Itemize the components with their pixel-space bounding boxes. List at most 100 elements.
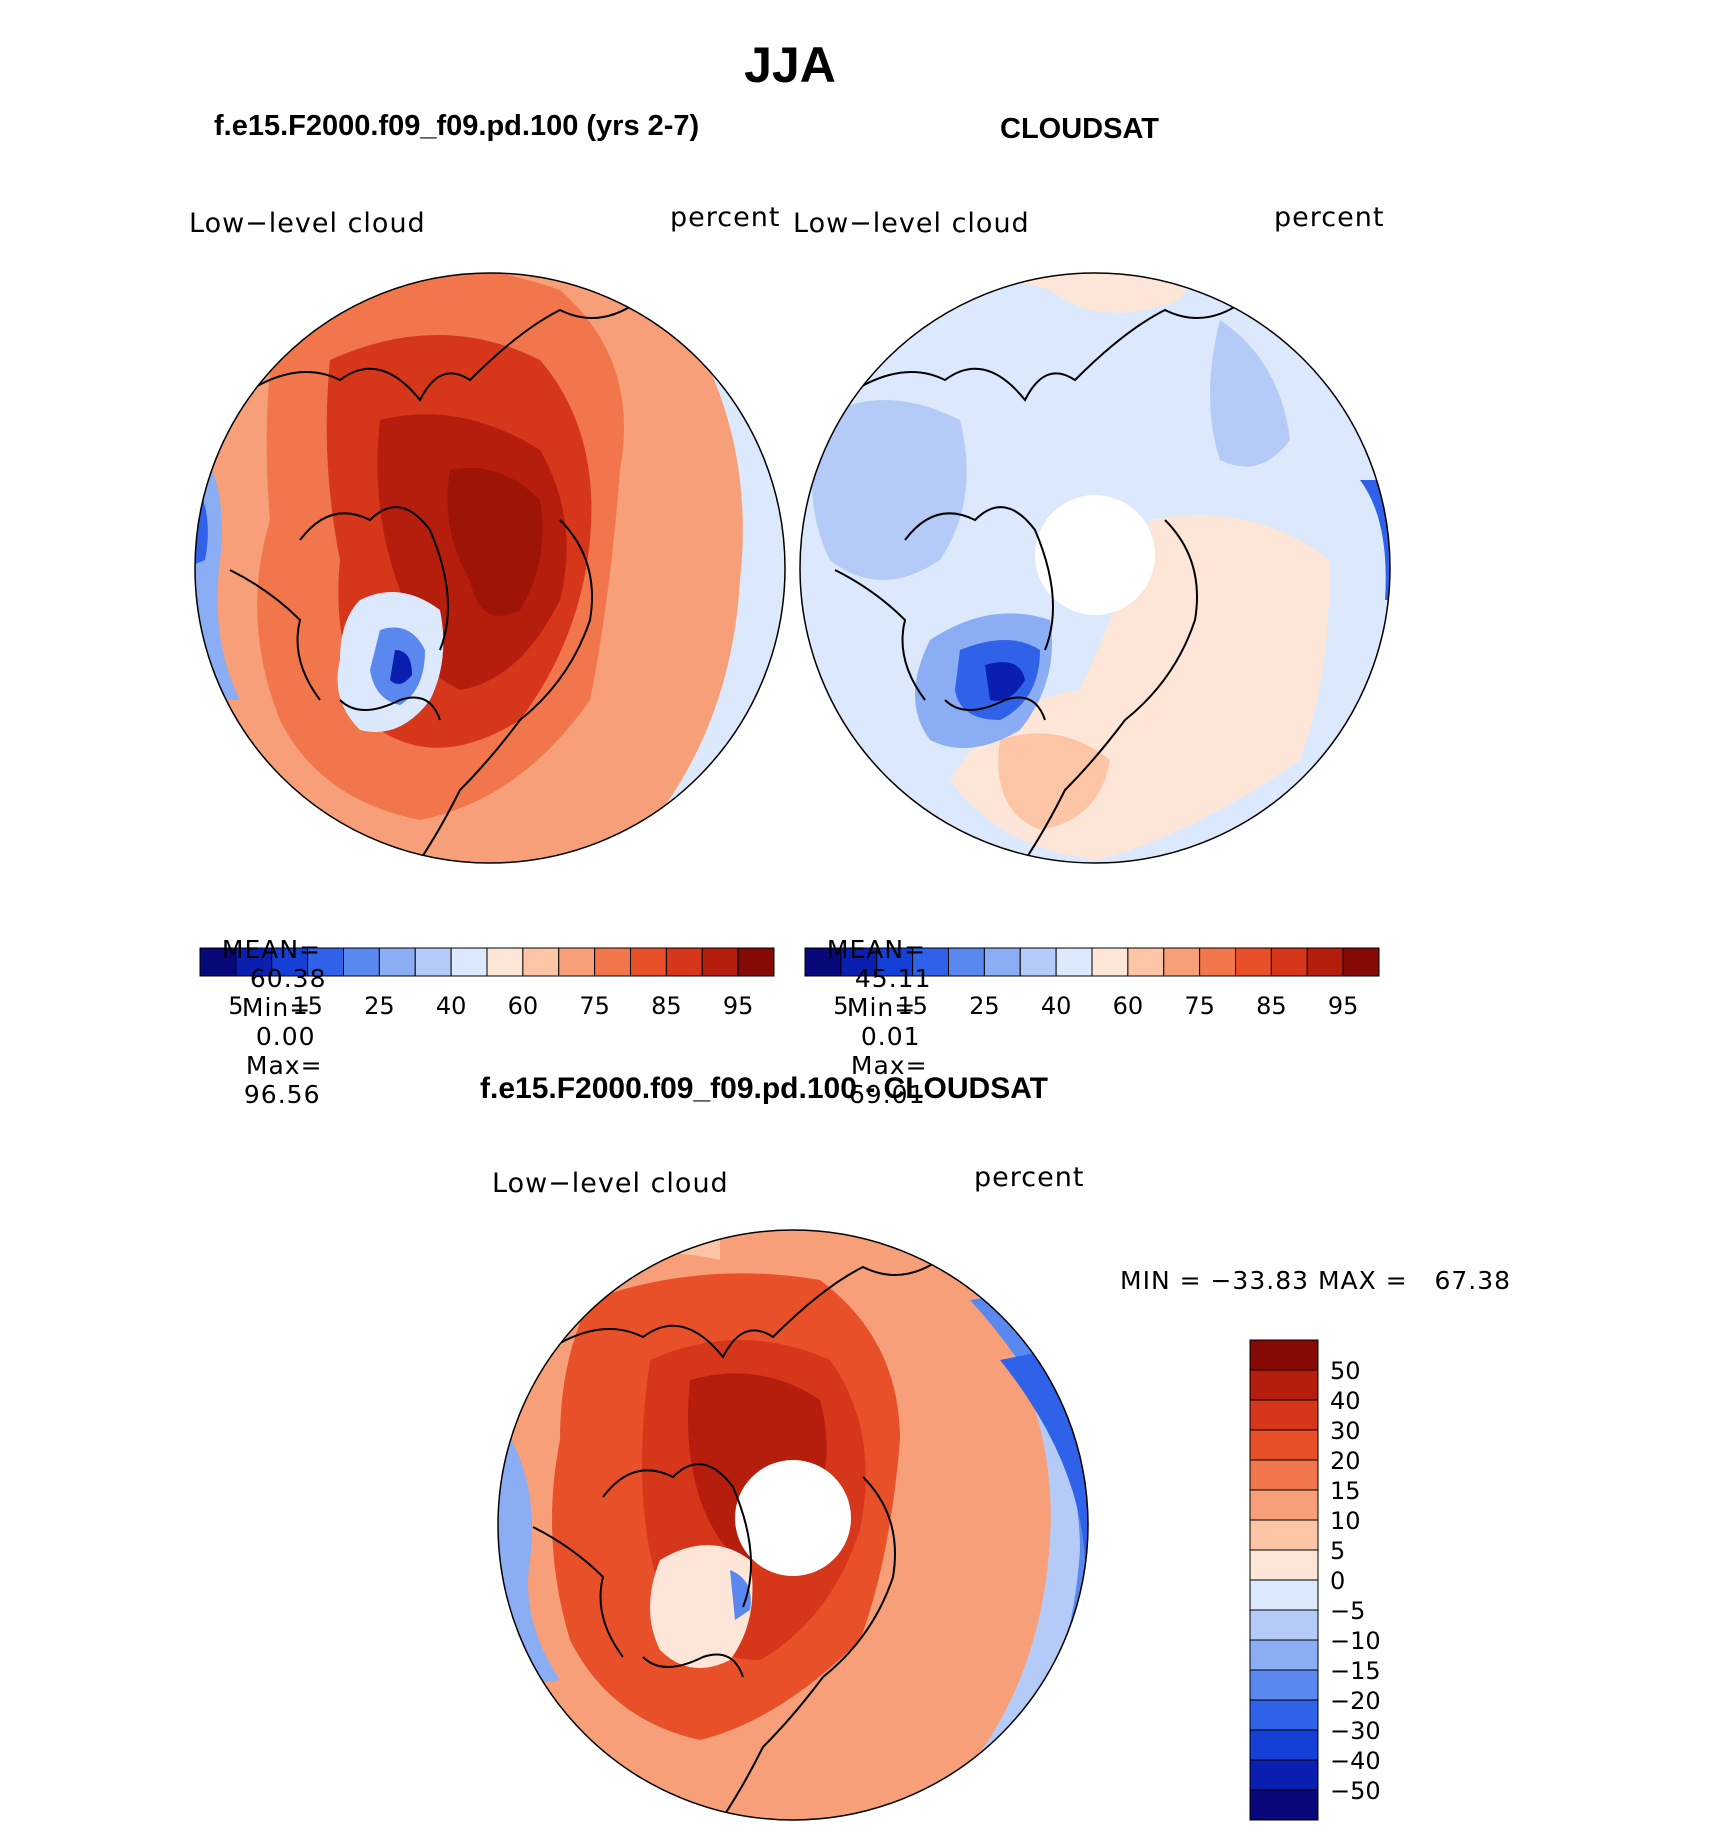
colorbar-tick-label: 20 bbox=[1330, 1447, 1361, 1475]
stats-obs: MEAN= 45.11 Min= 0.01 Max= 69.01 bbox=[809, 906, 931, 1109]
coastlines-obs bbox=[834, 299, 1246, 861]
colorbar-tick-label: 40 bbox=[1041, 992, 1072, 1020]
colorbar-swatch bbox=[1249, 1489, 1319, 1521]
colorbar-swatch bbox=[235, 947, 273, 977]
stats-mean-label: MEAN= bbox=[221, 935, 322, 964]
colorbar-tick-label: 60 bbox=[1113, 992, 1144, 1020]
polar-map-obs bbox=[800, 273, 1390, 863]
panel-left-label-model: Low−level cloud bbox=[189, 208, 426, 239]
colorbar-swatch bbox=[1306, 947, 1344, 977]
colorbar-swatch bbox=[271, 947, 309, 977]
stats-max-label: Max= bbox=[850, 1051, 928, 1080]
colorbar-tick-label: −50 bbox=[1330, 1777, 1381, 1805]
colorbar-swatch bbox=[1249, 1789, 1319, 1821]
stats-model: MEAN= 60.38 Min= 0.00 Max= 96.56 bbox=[204, 906, 326, 1109]
colorbar-swatch bbox=[1163, 947, 1201, 977]
colorbar-tick-label: −5 bbox=[1330, 1597, 1365, 1625]
colorbar-tick-label: 10 bbox=[1330, 1507, 1361, 1535]
colorbar-swatch bbox=[1055, 947, 1093, 977]
colorbar-tick-label: 15 bbox=[897, 992, 928, 1020]
colorbar-swatch bbox=[1249, 1759, 1319, 1791]
panel-right-label-model: percent bbox=[670, 202, 781, 233]
colorbar-swatch bbox=[948, 947, 985, 977]
colorbar-swatch bbox=[594, 947, 631, 977]
figure-title: JJA bbox=[744, 37, 836, 93]
colorbar-tick-label: 85 bbox=[651, 992, 682, 1020]
polar-map-difference bbox=[498, 1230, 1088, 1820]
colorbar-tick-label: 25 bbox=[969, 992, 1000, 1020]
difference-left-label: Low−level cloud bbox=[492, 1168, 729, 1199]
colorbar-swatch bbox=[486, 947, 524, 977]
colorbar-swatch bbox=[912, 947, 949, 977]
colorbar-swatch bbox=[804, 947, 842, 977]
colorbar-swatch bbox=[1199, 947, 1236, 977]
colorbar-swatch bbox=[1127, 947, 1165, 977]
colorbar-swatch bbox=[1249, 1579, 1319, 1611]
panel-right-label-obs: percent bbox=[1274, 202, 1385, 233]
colorbar-swatch bbox=[1249, 1459, 1319, 1491]
colorbar-swatch bbox=[840, 947, 878, 977]
colorbar-tick-label: 95 bbox=[723, 992, 754, 1020]
colorbar-swatch bbox=[1249, 1399, 1319, 1431]
colorbar-swatch bbox=[701, 947, 739, 977]
colorbar-tick-label: 30 bbox=[1330, 1417, 1361, 1445]
stats-max-value: 69.01 bbox=[848, 1080, 926, 1109]
colorbar-swatch bbox=[1235, 947, 1272, 977]
colorbar-tick-label: 15 bbox=[1330, 1477, 1361, 1505]
colorbar-tick-label: 40 bbox=[1330, 1387, 1361, 1415]
difference-right-label: percent bbox=[974, 1162, 1085, 1193]
stats-min-value: 0.01 bbox=[860, 1022, 921, 1051]
coastlines-difference bbox=[532, 1256, 944, 1818]
panel-left-label-obs: Low−level cloud bbox=[793, 208, 1030, 239]
stats-min-value: 0.00 bbox=[255, 1022, 316, 1051]
colorbar-swatch bbox=[1249, 1429, 1319, 1461]
colorbar-tick-label: −20 bbox=[1330, 1687, 1381, 1715]
difference-minmax: MIN = −33.83 MAX = 67.38 bbox=[1120, 1266, 1512, 1295]
stats-max-value: 96.56 bbox=[243, 1080, 321, 1109]
colorbar-swatch bbox=[1249, 1699, 1319, 1731]
colorbar-tick-label: 15 bbox=[292, 992, 323, 1020]
colorbar-swatch bbox=[1249, 1549, 1319, 1581]
colorbar-swatch bbox=[1249, 1639, 1319, 1671]
stats-min-label: Min= bbox=[241, 993, 312, 1022]
colorbar-tick-label: 75 bbox=[579, 992, 610, 1020]
stats-max-label: Max= bbox=[245, 1051, 323, 1080]
colorbar-swatch bbox=[1249, 1369, 1319, 1401]
colorbar-swatch bbox=[558, 947, 596, 977]
panel-title-obs: CLOUDSAT bbox=[1000, 113, 1159, 145]
colorbar-swatch bbox=[1019, 947, 1057, 977]
colorbar-swatch bbox=[343, 947, 380, 977]
colorbar-tick-label: −40 bbox=[1330, 1747, 1381, 1775]
colorbar-tick-label: 25 bbox=[364, 992, 395, 1020]
colorbar-swatch bbox=[450, 947, 488, 977]
colorbar-tick-label: 85 bbox=[1256, 992, 1287, 1020]
colorbar-tick-label: 5 bbox=[228, 992, 243, 1020]
colorbar-swatch bbox=[1091, 947, 1129, 977]
stats-min-label: Min= bbox=[846, 993, 917, 1022]
colorbar-tick-label: −30 bbox=[1330, 1717, 1381, 1745]
colorbar-tick-label: 50 bbox=[1330, 1357, 1361, 1385]
colorbar-swatch bbox=[522, 947, 560, 977]
coastlines-model bbox=[229, 299, 641, 861]
colorbar-tick-label: 5 bbox=[833, 992, 848, 1020]
colorbar-swatch bbox=[737, 947, 775, 977]
colorbar-obs: 5 15 25 40 60 75 85 95 bbox=[804, 947, 1380, 1020]
panel-title-model: f.e15.F2000.f09_f09.pd.100 (yrs 2-7) bbox=[214, 110, 700, 142]
colorbar-swatch bbox=[1270, 947, 1308, 977]
stats-mean-value: 45.11 bbox=[854, 964, 932, 993]
colorbar-swatch bbox=[1249, 1669, 1319, 1701]
colorbar-swatch bbox=[1249, 1519, 1319, 1551]
colorbar-tick-label: 0 bbox=[1330, 1567, 1345, 1595]
colorbar-tick-label: 60 bbox=[508, 992, 539, 1020]
colorbar-swatch bbox=[983, 947, 1021, 977]
colorbar-swatch bbox=[665, 947, 703, 977]
colorbar-swatch bbox=[630, 947, 667, 977]
colorbar-swatch bbox=[414, 947, 452, 977]
colorbar-model: 5 15 25 40 60 75 85 95 bbox=[199, 947, 775, 1020]
polar-map-model bbox=[195, 273, 785, 863]
difference-title: f.e15.F2000.f09_f09.pd.100 - CLOUDSAT bbox=[480, 1072, 1048, 1105]
colorbar-tick-label: 95 bbox=[1328, 992, 1359, 1020]
stats-mean-value: 60.38 bbox=[249, 964, 327, 993]
